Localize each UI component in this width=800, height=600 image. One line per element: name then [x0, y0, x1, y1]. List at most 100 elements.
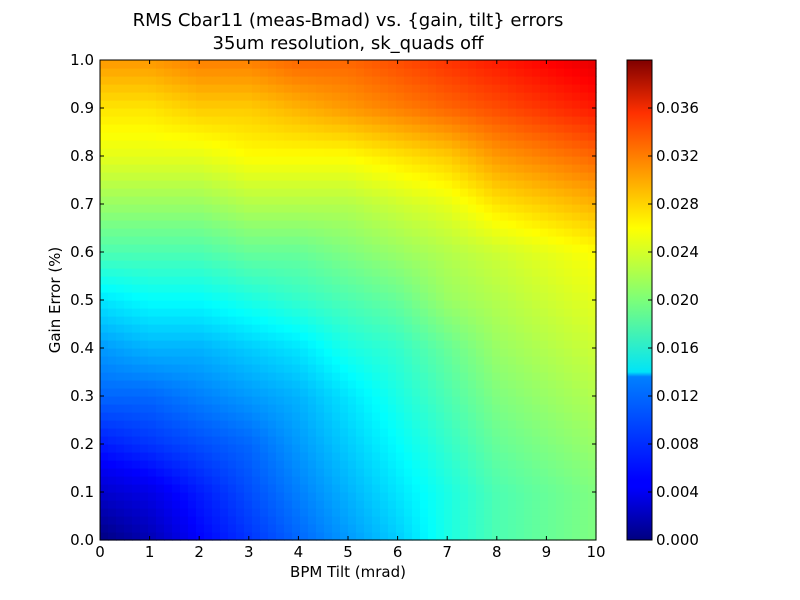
heatmap-cell: [276, 460, 285, 469]
heatmap-cell: [100, 140, 109, 149]
heatmap-cell: [268, 476, 277, 485]
heatmap-cell: [196, 428, 205, 437]
heatmap-cell: [396, 324, 405, 333]
heatmap-cell: [100, 284, 109, 293]
heatmap-cell: [508, 284, 517, 293]
heatmap-cell: [148, 164, 157, 173]
heatmap-cell: [196, 284, 205, 293]
heatmap-cell: [340, 468, 349, 477]
heatmap-cell: [308, 92, 317, 101]
heatmap-cell: [364, 100, 373, 109]
heatmap-cell: [324, 260, 333, 269]
heatmap-cell: [140, 68, 149, 77]
heatmap-cell: [188, 404, 197, 413]
heatmap-cell: [412, 60, 421, 69]
heatmap-cell: [164, 388, 173, 397]
heatmap-cell: [532, 76, 541, 85]
heatmap-cell: [188, 124, 197, 133]
heatmap-cell: [156, 92, 165, 101]
heatmap-cell: [316, 436, 325, 445]
heatmap-cell: [372, 428, 381, 437]
heatmap-cell: [260, 108, 269, 117]
heatmap-cell: [156, 316, 165, 325]
heatmap-cell: [524, 348, 533, 357]
heatmap-cell: [556, 212, 565, 221]
heatmap-cell: [292, 156, 301, 165]
heatmap-cell: [244, 92, 253, 101]
heatmap-cell: [300, 268, 309, 277]
heatmap-cell: [500, 84, 509, 93]
heatmap-cell: [460, 428, 469, 437]
heatmap-cell: [484, 124, 493, 133]
heatmap-cell: [572, 444, 581, 453]
heatmap-cell: [300, 508, 309, 517]
heatmap-cell: [132, 204, 141, 213]
heatmap-cell: [196, 484, 205, 493]
heatmap-cell: [364, 180, 373, 189]
heatmap-cell: [124, 236, 133, 245]
heatmap-cell: [116, 116, 125, 125]
heatmap-cell: [356, 60, 365, 69]
heatmap-cell: [492, 60, 501, 69]
heatmap-cell: [532, 516, 541, 525]
heatmap-cell: [252, 156, 261, 165]
heatmap-cell: [268, 508, 277, 517]
heatmap-cell: [404, 388, 413, 397]
heatmap-cell: [284, 244, 293, 253]
heatmap-cell: [588, 452, 597, 461]
heatmap-cell: [164, 356, 173, 365]
heatmap-cell: [380, 156, 389, 165]
heatmap-cell: [524, 260, 533, 269]
heatmap-cell: [236, 516, 245, 525]
heatmap-cell: [196, 148, 205, 157]
heatmap-cell: [220, 252, 229, 261]
heatmap-cell: [332, 284, 341, 293]
heatmap-cell: [220, 124, 229, 133]
heatmap-cell: [460, 140, 469, 149]
heatmap-cell: [572, 436, 581, 445]
heatmap-cell: [108, 468, 117, 477]
heatmap-cell: [100, 156, 109, 165]
heatmap-cell: [572, 340, 581, 349]
heatmap-cell: [140, 340, 149, 349]
heatmap-cell: [548, 92, 557, 101]
heatmap-cell: [516, 252, 525, 261]
heatmap-cell: [532, 388, 541, 397]
heatmap-cell: [268, 316, 277, 325]
heatmap-cell: [340, 444, 349, 453]
heatmap-cell: [524, 140, 533, 149]
heatmap-cell: [340, 140, 349, 149]
heatmap-cell: [412, 300, 421, 309]
heatmap-cell: [388, 284, 397, 293]
heatmap-cell: [588, 204, 597, 213]
heatmap-cell: [476, 524, 485, 533]
heatmap-cell: [164, 340, 173, 349]
heatmap-cell: [276, 92, 285, 101]
heatmap-cell: [444, 420, 453, 429]
heatmap-cell: [236, 140, 245, 149]
heatmap-cell: [260, 476, 269, 485]
heatmap-cell: [524, 532, 533, 541]
heatmap-cell: [460, 196, 469, 205]
heatmap-cell: [292, 476, 301, 485]
heatmap-cell: [484, 212, 493, 221]
heatmap-cell: [364, 140, 373, 149]
heatmap-cell: [468, 260, 477, 269]
heatmap-cell: [340, 412, 349, 421]
heatmap-cell: [156, 468, 165, 477]
heatmap-cell: [284, 60, 293, 69]
heatmap-cell: [308, 196, 317, 205]
heatmap-cell: [436, 332, 445, 341]
heatmap-cell: [356, 332, 365, 341]
heatmap-cell: [268, 252, 277, 261]
heatmap-cell: [316, 444, 325, 453]
heatmap-cell: [284, 84, 293, 93]
heatmap-cell: [324, 156, 333, 165]
heatmap-cell: [140, 316, 149, 325]
heatmap-cell: [348, 476, 357, 485]
heatmap-cell: [108, 236, 117, 245]
heatmap-cell: [284, 460, 293, 469]
heatmap-cell: [580, 420, 589, 429]
heatmap-cell: [444, 156, 453, 165]
heatmap-cell: [548, 180, 557, 189]
